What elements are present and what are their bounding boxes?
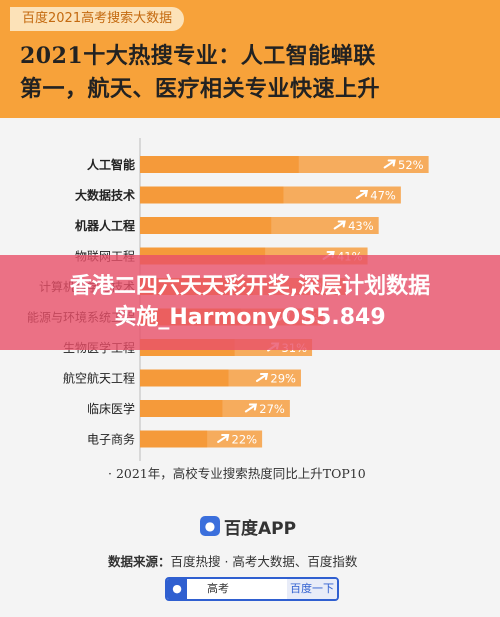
bar-highlight	[222, 400, 290, 417]
page-title: 2021十大热搜专业：人工智能蝉联 第一，航天、医疗相关专业快速上升	[20, 40, 490, 106]
value-label: 29%	[270, 372, 296, 386]
header-tag: 百度2021高考搜索大数据	[10, 7, 185, 31]
value-label: 47%	[370, 189, 396, 203]
category-label: 电子商务	[87, 432, 135, 447]
search-button[interactable]: 百度一下	[287, 579, 337, 599]
bar-highlight	[228, 369, 301, 387]
arrow-up-icon	[255, 373, 269, 382]
value-label: 52%	[398, 158, 424, 172]
baidu-app-logo: ● 百度APP	[200, 515, 297, 539]
overlay-banner[interactable]: 香港二四六天天彩开奖,深层计划数据 实施_HarmonyOS5.849	[0, 255, 500, 350]
bar-highlight	[271, 217, 379, 234]
header-banner: 百度2021高考搜索大数据 2021十大热搜专业：人工智能蝉联 第一，航天、医疗…	[0, 0, 500, 118]
arrow-up-icon	[333, 220, 346, 230]
arrow-up-icon	[383, 159, 396, 169]
search-input[interactable]: 高考	[207, 582, 229, 595]
arrow-up-icon	[217, 434, 230, 443]
baidu-paw-icon: ●	[200, 516, 220, 536]
bar	[140, 186, 401, 204]
category-label: 大数据技术	[75, 188, 135, 203]
arrow-up-icon	[244, 403, 258, 413]
bar-highlight	[283, 186, 401, 204]
baidu-paw-icon: ●	[167, 579, 187, 599]
bar-highlight	[298, 156, 429, 173]
data-source: 数据来源：百度热搜 · 高考大数据、百度指数	[108, 551, 357, 570]
overlay-text[interactable]: 香港二四六天天彩开奖,深层计划数据 实施_HarmonyOS5.849	[0, 271, 500, 333]
value-label: 22%	[232, 433, 258, 447]
bar	[140, 217, 379, 234]
logo-text: 百度APP	[224, 518, 297, 539]
title-line-1: 2021十大热搜专业：人工智能蝉联	[20, 43, 376, 69]
arrow-up-icon	[355, 190, 369, 199]
bar	[140, 430, 263, 448]
category-label: 临床医学	[87, 401, 135, 416]
chart-footnote: · 2021年，高校专业搜索热度同比上升TOP10	[108, 466, 366, 481]
overlay-line-1[interactable]: 香港二四六天天彩开奖,深层计划数据	[69, 274, 431, 299]
bar	[140, 156, 429, 173]
category-label: 航空航天工程	[63, 371, 135, 386]
category-label: 人工智能	[87, 157, 135, 172]
value-label: 27%	[259, 402, 285, 416]
search-box[interactable]: ● 高考 百度一下	[165, 577, 339, 601]
source-text: 百度热搜 · 高考大数据、百度指数	[170, 554, 358, 569]
category-label: 机器人工程	[75, 218, 135, 233]
value-label: 43%	[348, 219, 374, 233]
bar-highlight	[207, 430, 263, 448]
overlay-line-2[interactable]: 实施_HarmonyOS5.849	[114, 305, 386, 330]
title-line-2: 第一，航天、医疗相关专业快速上升	[20, 76, 381, 102]
source-label: 数据来源：	[108, 554, 171, 569]
